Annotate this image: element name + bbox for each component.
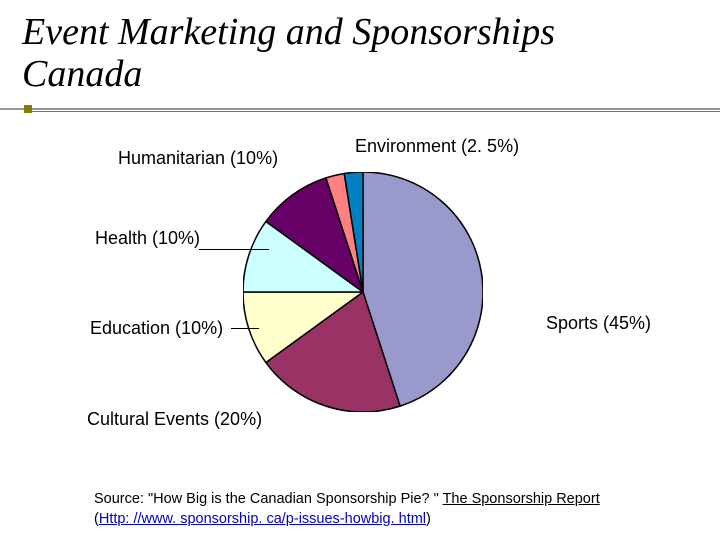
source-close-paren: ) [426,511,431,527]
label-sports: Sports (45%) [546,313,651,334]
slide-title: Event Marketing and Sponsorships Canada [0,0,720,96]
title-line-2: Canada [22,53,142,95]
label-environment: Environment (2. 5%) [355,136,519,157]
source-citation: Source: "How Big is the Canadian Sponsor… [94,490,684,529]
label-education: Education (10%) [90,318,223,339]
leader-education [231,328,259,329]
source-publication: The Sponsorship Report [443,491,600,507]
gray-rule [0,108,720,110]
source-link[interactable]: Http: //www. sponsorship. ca/p-issues-ho… [99,511,426,527]
source-prefix: Source: "How Big is the Canadian Sponsor… [94,491,443,507]
square-bullet-icon [24,105,32,113]
olive-rule [32,111,720,112]
leader-health [199,249,269,250]
label-cultural: Cultural Events (20%) [87,409,262,430]
pie-chart [243,172,483,412]
title-rule [0,108,720,110]
title-line-1: Event Marketing and Sponsorships [22,11,555,53]
label-humanitarian: Humanitarian (10%) [118,148,278,169]
chart-area: Environment (2. 5%) Humanitarian (10%) H… [0,118,720,478]
label-health: Health (10%) [95,228,200,249]
